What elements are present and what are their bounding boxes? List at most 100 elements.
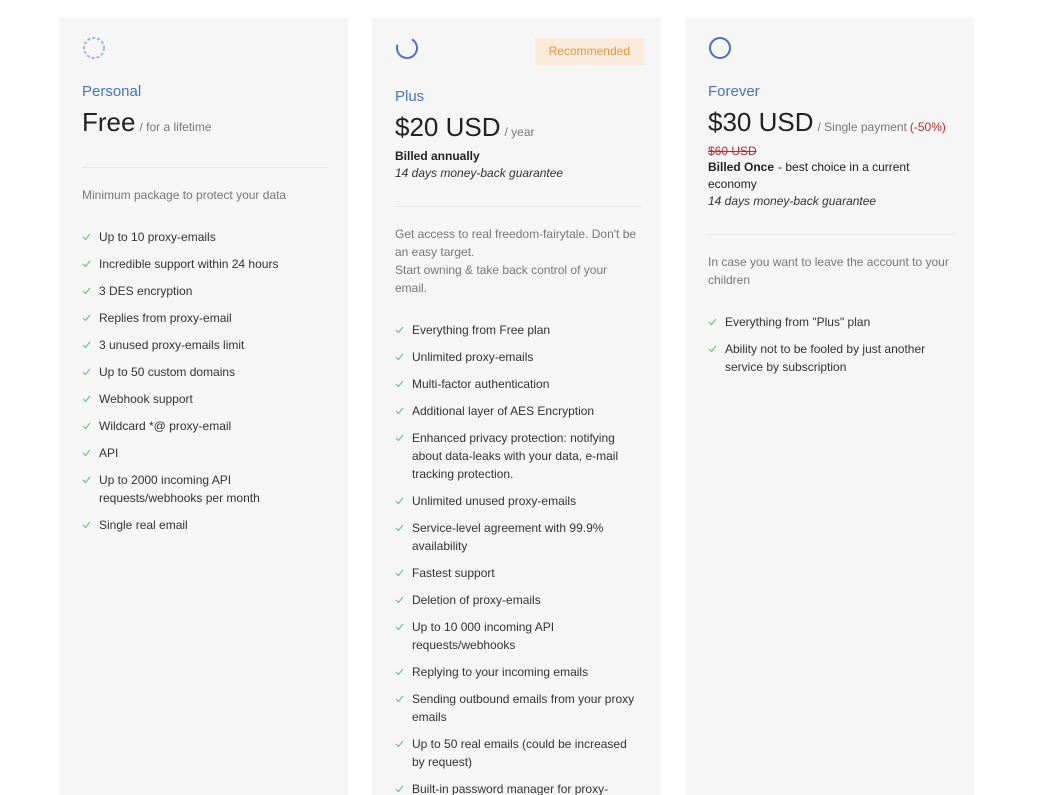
- feature-text: Up to 10 000 incoming API requests/webho…: [412, 620, 555, 652]
- check-icon: [395, 785, 404, 793]
- plan-card: Recommended Plus $20 USD / year Billed annua…: [372, 18, 661, 795]
- divider: [82, 167, 328, 168]
- feature-text: 3 DES encryption: [99, 284, 193, 298]
- feature-item: Up to 10 000 incoming API requests/webho…: [395, 618, 641, 654]
- billing-label: Billed annually: [395, 149, 480, 163]
- plan-description: Minimum package to protect your data: [82, 186, 328, 204]
- feature-item: Everything from "Plus" plan: [708, 313, 954, 331]
- feature-text: 3 unused proxy-emails limit: [99, 338, 245, 352]
- plan-icon: [709, 37, 731, 59]
- check-icon: [82, 521, 91, 529]
- feature-text: API: [99, 446, 119, 460]
- feature-item: Everything from Free plan: [395, 321, 641, 339]
- feature-item: Webhook support: [82, 390, 328, 408]
- feature-text: Built-in password manager for proxy-emai…: [412, 782, 609, 795]
- check-icon: [395, 434, 404, 442]
- check-icon: [82, 233, 91, 241]
- plan-description: Get access to real freedom-fairytale. Do…: [395, 225, 641, 297]
- billing: Billed Once - best choice in a current ec…: [708, 159, 954, 193]
- check-icon: [82, 287, 91, 295]
- feature-text: Up to 50 custom domains: [99, 365, 236, 379]
- feature-item: Up to 10 proxy-emails: [82, 228, 328, 246]
- feature-text: Single real email: [99, 518, 188, 532]
- check-icon: [395, 497, 404, 505]
- plan-name: Plus: [395, 88, 425, 105]
- old-price: $60 USD: [708, 144, 757, 158]
- check-icon: [395, 623, 404, 631]
- feature-item: API: [82, 444, 328, 462]
- price-line: Free / for a lifetime: [82, 106, 328, 143]
- feature-item: Wildcard *@ proxy-email: [82, 417, 328, 435]
- plan-name: Personal: [82, 83, 142, 100]
- plan-icon: [396, 37, 418, 59]
- price-period: / for a lifetime: [139, 120, 212, 134]
- check-icon: [395, 569, 404, 577]
- feature-item: Incredible support within 24 hours: [82, 255, 328, 273]
- billing-note: - best choice in a current economy: [708, 160, 910, 191]
- check-icon: [82, 368, 91, 376]
- feature-text: Everything from Free plan: [412, 323, 551, 337]
- description-line: In case you want to leave the account to…: [708, 255, 949, 287]
- check-icon: [395, 353, 404, 361]
- billing-label: Billed Once: [708, 160, 775, 174]
- feature-text: Unlimited unused proxy-emails: [412, 494, 577, 508]
- feature-item: Enhanced privacy protection: notifying a…: [395, 429, 641, 483]
- check-icon: [708, 318, 717, 326]
- plan-card: Personal Free / for a lifetime Minimum pack…: [59, 18, 348, 795]
- feature-item: 3 DES encryption: [82, 282, 328, 300]
- feature-text: Up to 10 proxy-emails: [99, 230, 216, 244]
- feature-item: Unlimited unused proxy-emails: [395, 492, 641, 510]
- description-line: Start owning & take back control of your…: [395, 263, 608, 295]
- card-header: [708, 36, 954, 60]
- recommended-badge: Recommended: [534, 38, 644, 65]
- price: $30 USD: [708, 107, 814, 137]
- feature-item: Up to 2000 incoming API requests/webhook…: [82, 471, 328, 507]
- feature-text: Service-level agreement with 99.9% avail…: [412, 521, 604, 553]
- feature-text: Up to 2000 incoming API requests/webhook…: [99, 473, 260, 505]
- feature-item: Service-level agreement with 99.9% avail…: [395, 519, 641, 555]
- check-icon: [82, 449, 91, 457]
- feature-text: Unlimited proxy-emails: [412, 350, 534, 364]
- feature-text: Sending outbound emails from your proxy …: [412, 692, 635, 724]
- guarantee: 14 days money-back guarantee: [708, 194, 877, 208]
- icon-ring: [396, 37, 418, 59]
- check-icon: [395, 524, 404, 532]
- price-period: / year: [504, 125, 535, 139]
- feature-list: Everything from "Plus" plan Ability not t…: [708, 313, 954, 376]
- feature-item: Up to 50 real emails (could be increased…: [395, 735, 641, 771]
- check-icon: [708, 345, 717, 353]
- feature-text: Wildcard *@ proxy-email: [99, 419, 232, 433]
- feature-item: 3 unused proxy-emails limit: [82, 336, 328, 354]
- divider: [708, 234, 954, 235]
- feature-text: Incredible support within 24 hours: [99, 257, 279, 271]
- feature-item: Deletion of proxy-emails: [395, 591, 641, 609]
- plan-name: Forever: [708, 83, 760, 100]
- feature-text: Replies from proxy-email: [99, 311, 232, 325]
- check-icon: [82, 422, 91, 430]
- feature-text: Everything from "Plus" plan: [725, 315, 871, 329]
- feature-text: Fastest support: [412, 566, 495, 580]
- check-icon: [395, 407, 404, 415]
- icon-ring: [83, 37, 105, 59]
- check-icon: [82, 314, 91, 322]
- check-icon: [395, 668, 404, 676]
- price: $20 USD: [395, 112, 501, 142]
- check-icon: [395, 596, 404, 604]
- icon-ring: [709, 37, 731, 59]
- check-icon: [82, 395, 91, 403]
- card-header: Recommended: [395, 36, 644, 65]
- feature-item: Multi-factor authentication: [395, 375, 641, 393]
- feature-item: Built-in password manager for proxy-emai…: [395, 780, 641, 795]
- feature-list: Everything from Free plan Unlimited proxy…: [395, 321, 641, 795]
- feature-item: Single real email: [82, 516, 328, 534]
- card-header: [82, 36, 328, 60]
- price-line: $20 USD / year: [395, 111, 641, 148]
- billing: Billed annually: [395, 148, 641, 165]
- check-icon: [395, 326, 404, 334]
- feature-text: Ability not to be fooled by just another…: [725, 342, 926, 374]
- feature-list: Up to 10 proxy-emails Incredible support …: [82, 228, 328, 534]
- feature-item: Replies from proxy-email: [82, 309, 328, 327]
- check-icon: [395, 740, 404, 748]
